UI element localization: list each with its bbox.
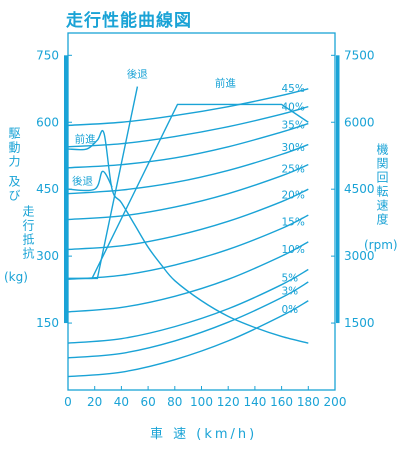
grade-label: 35% (281, 120, 304, 132)
resistance-curve (67, 268, 309, 344)
grade-label: 0% (281, 304, 298, 316)
y-axis-right-bar (336, 55, 340, 324)
y-left-tick-label: 300 (36, 249, 59, 263)
y-axis-left-label-2: 走行抵抗 (21, 205, 35, 261)
y-axis-left-unit: (kg) (4, 270, 28, 284)
y-right-tick-label: 4500 (344, 182, 375, 196)
x-tick-label: 200 (324, 395, 347, 409)
grade-label: 20% (281, 189, 304, 201)
x-tick-label: 40 (114, 395, 129, 409)
y-axis-right-unit: (rpm) (364, 238, 398, 252)
y-right-tick-label: 3000 (344, 249, 375, 263)
drive-force-curve (67, 170, 113, 192)
chart-title: 走行性能曲線図 (66, 11, 192, 31)
resistance-curve (67, 188, 309, 251)
resistance-curve (67, 163, 309, 221)
resistance-curve (67, 88, 309, 127)
grade-label: 45% (281, 83, 304, 95)
y-left-tick-label: 150 (36, 316, 59, 330)
resistance-curve (67, 300, 309, 378)
resistance-curve (67, 214, 309, 281)
y-left-tick-label: 450 (36, 182, 59, 196)
grade-label: 15% (281, 216, 304, 228)
grade-label: 40% (281, 102, 304, 114)
grade-label: 30% (281, 142, 304, 154)
x-axis-label: 車 速 (km/h) (150, 427, 258, 442)
annotation-label: 後退 (72, 175, 93, 188)
resistance-curve (67, 143, 309, 195)
y-right-tick-label: 6000 (344, 115, 375, 129)
x-tick-label: 20 (87, 395, 102, 409)
resistance-curve (67, 241, 309, 313)
x-tick-label: 180 (297, 395, 320, 409)
grade-label: 5% (281, 273, 298, 285)
grade-label: 10% (281, 244, 304, 256)
resistance-curve (67, 122, 309, 169)
x-tick-label: 0 (64, 395, 72, 409)
y-left-tick-label: 600 (36, 115, 59, 129)
x-tick-label: 100 (190, 395, 213, 409)
resistance-curve (67, 281, 309, 359)
annotation-label: 後退 (127, 68, 148, 81)
x-tick-label: 120 (217, 395, 240, 409)
resistance-curve (67, 105, 309, 148)
y-axis-left-label: 駆動力 及び (7, 127, 21, 203)
x-tick-label: 60 (140, 395, 155, 409)
y-right-tick-label: 7500 (344, 48, 375, 62)
annotation-label: 前進 (75, 132, 96, 145)
x-tick-label: 140 (243, 395, 266, 409)
drive-force-curve (67, 129, 309, 344)
engine-speed-line (68, 86, 139, 280)
grade-label: 3% (281, 286, 298, 298)
y-right-tick-label: 1500 (344, 316, 375, 330)
x-tick-label: 80 (167, 395, 182, 409)
annotation-label: 前進 (215, 77, 236, 90)
x-tick-label: 160 (270, 395, 293, 409)
y-axis-right-label: 機関回転速度 (375, 143, 389, 227)
grade-label: 25% (281, 164, 304, 176)
y-left-tick-label: 750 (36, 48, 59, 62)
y-axis-left-bar (64, 55, 68, 324)
